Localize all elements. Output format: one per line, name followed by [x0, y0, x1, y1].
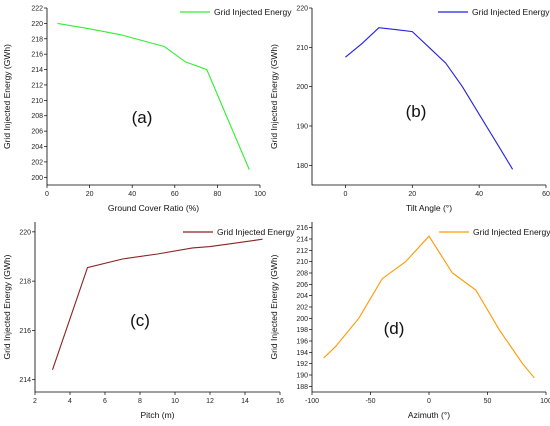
axes-frame: [46, 8, 260, 186]
axes-frame: [311, 8, 546, 186]
x-tick-label: 2: [33, 398, 37, 405]
y-tick-label: 214: [19, 377, 31, 384]
y-tick-label: 214: [296, 237, 308, 244]
x-axis-label: Tilt Angle (°): [406, 203, 452, 213]
y-tick-label: 202: [296, 305, 308, 312]
x-tick-label: 14: [241, 398, 249, 405]
x-tick-label: 10: [171, 398, 179, 405]
y-tick-label: 220: [296, 6, 308, 13]
y-tick-label: 220: [19, 229, 31, 236]
series-line: [345, 27, 514, 170]
x-tick-label: -50: [365, 398, 375, 405]
panel-tag: (d): [384, 319, 405, 338]
y-tick-label: 216: [19, 328, 31, 335]
panel-tag: (b): [406, 102, 427, 121]
chart-panel-3: 2 4 6 8 10 12 14 16 214 216 218 220 Pitch (m) Grid In…: [2, 222, 295, 420]
x-tick-label: -100: [305, 398, 319, 405]
y-tick-label: 222: [31, 6, 43, 13]
axes-frame: [34, 222, 280, 393]
y-tick-label: 200: [31, 175, 43, 182]
x-axis-label: Azimuth (°): [408, 410, 450, 420]
x-tick-label: 60: [171, 191, 179, 198]
y-tick-label: 214: [31, 67, 43, 74]
y-tick-label: 202: [31, 159, 43, 166]
y-tick-label: 210: [296, 259, 308, 266]
y-axis-label: Grid Injected Energy (GWh): [2, 44, 12, 149]
y-tick-label: 212: [296, 248, 308, 255]
y-tick-label: 206: [31, 129, 43, 136]
axes-frame: [311, 222, 546, 393]
y-tick-label: 208: [31, 113, 43, 120]
series-line: [51, 238, 263, 370]
x-tick-label: 4: [68, 398, 72, 405]
x-tick-label: 8: [138, 398, 142, 405]
y-tick-label: 210: [31, 98, 43, 105]
x-tick-label: 100: [540, 398, 550, 405]
y-axis-label: Grid Injected Energy (GWh): [269, 254, 279, 359]
x-tick-label: 80: [214, 191, 222, 198]
y-tick-label: 218: [19, 279, 31, 286]
y-tick-label: 216: [296, 225, 308, 232]
x-tick-label: 0: [427, 398, 431, 405]
y-tick-label: 204: [31, 144, 43, 151]
panel-tag: (c): [130, 311, 150, 330]
x-tick-label: 40: [128, 191, 136, 198]
x-tick-label: 12: [206, 398, 214, 405]
y-tick-label: 188: [296, 384, 308, 391]
series-line: [57, 22, 250, 170]
panel-tag: (a): [132, 108, 153, 127]
x-tick-label: 16: [276, 398, 284, 405]
y-tick-label: 218: [31, 36, 43, 43]
legend-entry: Grid Injected Energy: [214, 7, 292, 17]
y-tick-label: 216: [31, 52, 43, 59]
y-tick-label: 190: [296, 124, 308, 131]
y-tick-label: 180: [296, 163, 308, 170]
x-tick-label: 50: [484, 398, 492, 405]
y-tick-label: 204: [296, 293, 308, 300]
y-tick-label: 220: [31, 21, 43, 28]
legend-entry: Grid Injected Energy: [217, 227, 295, 237]
series-line: [323, 235, 535, 379]
x-tick-label: 60: [542, 191, 550, 198]
x-tick-label: 40: [475, 191, 483, 198]
y-tick-label: 208: [296, 271, 308, 278]
y-axis-label: Grid Injected Energy (GWh): [2, 254, 12, 359]
y-tick-label: 192: [296, 361, 308, 368]
x-tick-label: 20: [86, 191, 94, 198]
y-tick-label: 200: [296, 84, 308, 91]
y-tick-label: 200: [296, 316, 308, 323]
x-tick-label: 100: [254, 191, 266, 198]
x-tick-label: 6: [103, 398, 107, 405]
legend-entry: Grid Injected Energy: [473, 227, 550, 237]
chart-panel-2: 0 20 40 60 180 190 200 210 220 Tilt Angle (°) Grid…: [269, 6, 550, 214]
y-tick-label: 212: [31, 82, 43, 89]
chart-panel-1: 0 20 40 60 80 100 200 202 204 206 208 210 212 214 216 2…: [2, 6, 292, 214]
y-tick-label: 190: [296, 373, 308, 380]
y-tick-label: 198: [296, 327, 308, 334]
y-axis-label: Grid Injected Energy (GWh): [269, 44, 279, 149]
y-tick-label: 210: [296, 45, 308, 52]
chart-panel-4: -100 -50 0 50 100 188 190 192 194 196 198 200 202 204…: [269, 222, 550, 420]
legend-entry: Grid Injected Energy: [472, 7, 550, 17]
x-axis-label: Ground Cover Ratio (%): [108, 203, 199, 213]
x-axis-label: Pitch (m): [141, 410, 175, 420]
x-tick-label: 20: [408, 191, 416, 198]
x-tick-label: 0: [343, 191, 347, 198]
y-tick-label: 196: [296, 339, 308, 346]
x-tick-label: 0: [45, 191, 49, 198]
y-tick-label: 194: [296, 350, 308, 357]
y-tick-label: 206: [296, 282, 308, 289]
